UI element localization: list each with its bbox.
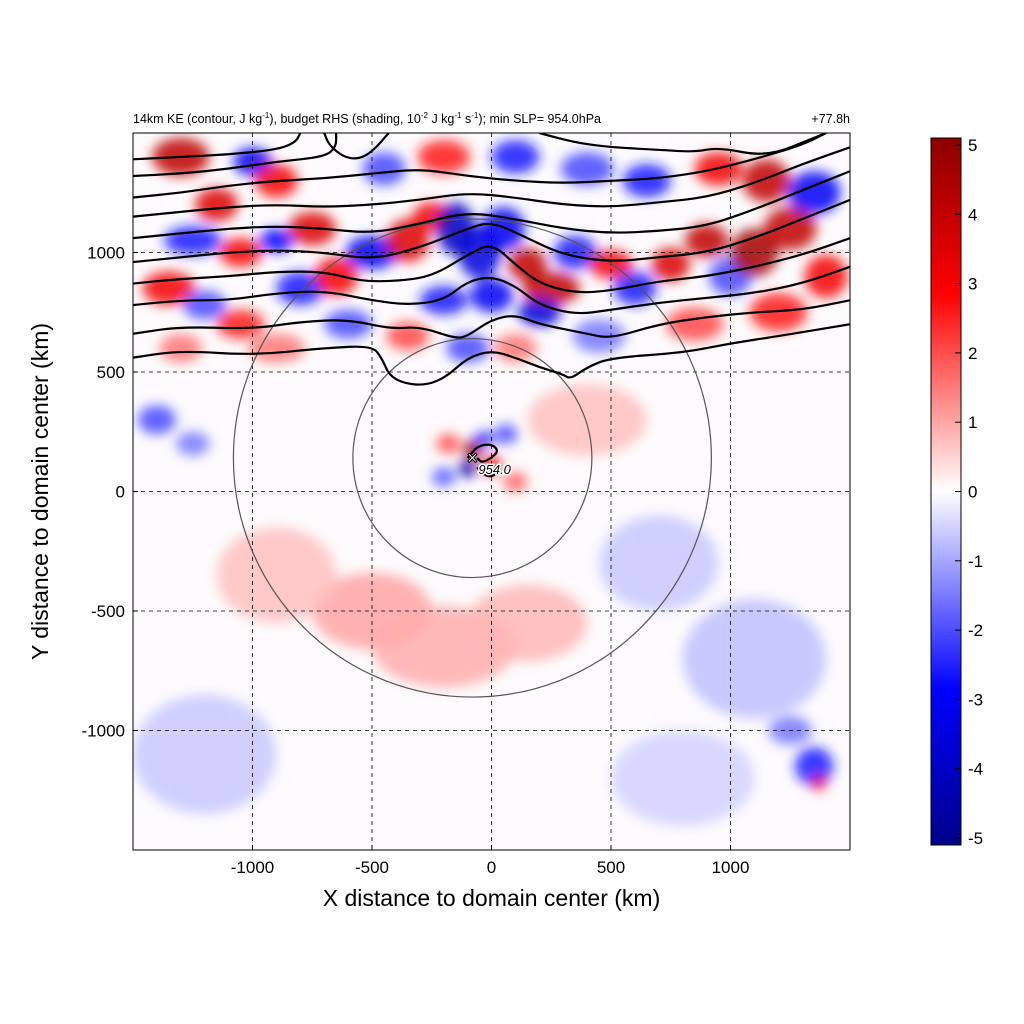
ke-contour-line <box>133 133 827 199</box>
shading-blob <box>195 187 239 222</box>
x-axis-title: X distance to domain center (km) <box>323 885 660 911</box>
ke-contour-line <box>539 133 827 155</box>
shading-blob <box>159 333 203 363</box>
storm-center: ×954.0 <box>467 448 514 479</box>
x-axis: -1000 -500 0 500 1000 <box>231 845 750 877</box>
x-tick-label: 1000 <box>712 858 750 877</box>
shading-blob <box>183 290 227 320</box>
y-tick-label: 1000 <box>87 244 125 263</box>
colorbar-ticks: 5 4 3 2 1 0 -1 -2 -3 -4 -5 <box>955 136 983 848</box>
shading-blob <box>665 307 724 341</box>
radius-circle <box>232 218 712 698</box>
shading-blob <box>481 207 525 251</box>
x-tick-label: -1000 <box>231 858 274 877</box>
ke-contour-line <box>133 323 850 386</box>
shading-blob <box>216 527 337 623</box>
ke-contour-line <box>133 146 850 218</box>
shading-blob <box>259 228 294 253</box>
shading-blob <box>795 747 834 786</box>
shading-blob <box>560 152 614 186</box>
y-axis-title: Y distance to domain center (km) <box>27 323 53 660</box>
shading-blob <box>133 694 277 815</box>
shading-blob <box>503 472 528 492</box>
ke-contour-line <box>133 133 302 161</box>
ke-contour-line <box>133 237 850 294</box>
ke-contour-line <box>133 265 850 315</box>
shading-blob <box>462 440 482 460</box>
shading-blob <box>324 309 372 339</box>
shading-blob <box>345 235 399 270</box>
shading-blob <box>742 159 791 203</box>
y-tick-label: -1000 <box>82 722 125 741</box>
shading-blob <box>419 285 468 315</box>
ke-contour-line <box>133 299 850 339</box>
radius-circles <box>232 218 712 698</box>
shading-blob <box>216 309 265 339</box>
plot-area: ×954.0 <box>132 132 851 851</box>
shading-blob <box>622 164 671 198</box>
ke-contours <box>133 133 850 478</box>
shading-blob <box>467 584 588 662</box>
shading-blob <box>682 599 827 719</box>
colorbar-tick-label: -3 <box>968 690 983 709</box>
shading-blob <box>247 333 306 363</box>
shading-blob <box>386 219 430 263</box>
colorbar-tick-label: -1 <box>968 552 983 571</box>
colorbar-tick-label: -5 <box>968 829 983 848</box>
ke-contour-line <box>133 133 338 178</box>
x-tick-label: -500 <box>355 858 389 877</box>
x-tick-label: 0 <box>487 858 496 877</box>
shading-blob <box>491 140 540 174</box>
ke-contour-line <box>466 443 498 463</box>
shading-blob <box>611 730 755 827</box>
ke-contour-line <box>133 170 850 240</box>
shading-blob <box>493 424 518 444</box>
shading-blob <box>417 140 470 174</box>
shading-blob <box>811 775 827 791</box>
colorbar-tick-label: 3 <box>968 275 977 294</box>
storm-center-marker: × <box>467 448 478 468</box>
shading-blob <box>137 405 177 435</box>
shading-blob <box>749 293 807 332</box>
forecast-time: +77.8h <box>811 112 850 126</box>
shading-blob <box>599 515 719 611</box>
colorbar-tick-label: -2 <box>968 621 983 640</box>
colorbar-tick-label: 2 <box>968 344 977 363</box>
shading-blob <box>386 321 430 351</box>
shading-blob <box>508 247 547 282</box>
shading-blob <box>613 271 657 306</box>
shading-blob <box>458 460 478 478</box>
ke-contour-line <box>133 198 850 264</box>
x-tick-label: 500 <box>597 858 625 877</box>
shading-blob <box>474 431 494 447</box>
y-tick-label: 0 <box>116 483 125 502</box>
colorbar-tick-label: 1 <box>968 413 977 432</box>
chart-title: 14km KE (contour, J kg-1), budget RHS (s… <box>133 111 601 126</box>
shading-blob <box>314 257 358 296</box>
shading-blob <box>787 171 841 215</box>
y-tick-label: 500 <box>97 363 125 382</box>
y-tick-label: -500 <box>91 602 125 621</box>
colorbar: 5 4 3 2 1 0 -1 -2 -3 -4 -5 <box>930 136 983 848</box>
y-axis: -1000 -500 0 500 1000 <box>82 244 138 741</box>
shading-blob <box>527 383 647 456</box>
colorbar-tick-label: 5 <box>968 136 977 155</box>
shading-blob <box>431 467 456 487</box>
shading-blob <box>436 434 461 454</box>
colorbar-tick-label: -4 <box>968 760 983 779</box>
shading-blob <box>362 152 406 186</box>
radius-circle <box>352 337 593 579</box>
shading-blob <box>176 431 210 456</box>
ke-contour-line <box>323 133 390 160</box>
ke-contour-line <box>476 466 502 478</box>
shading-blob <box>804 254 848 298</box>
colorbar-tick-label: 0 <box>968 483 977 502</box>
colorbar-tick-label: 4 <box>968 205 977 224</box>
min-slp-label: 954.0 <box>478 462 511 477</box>
